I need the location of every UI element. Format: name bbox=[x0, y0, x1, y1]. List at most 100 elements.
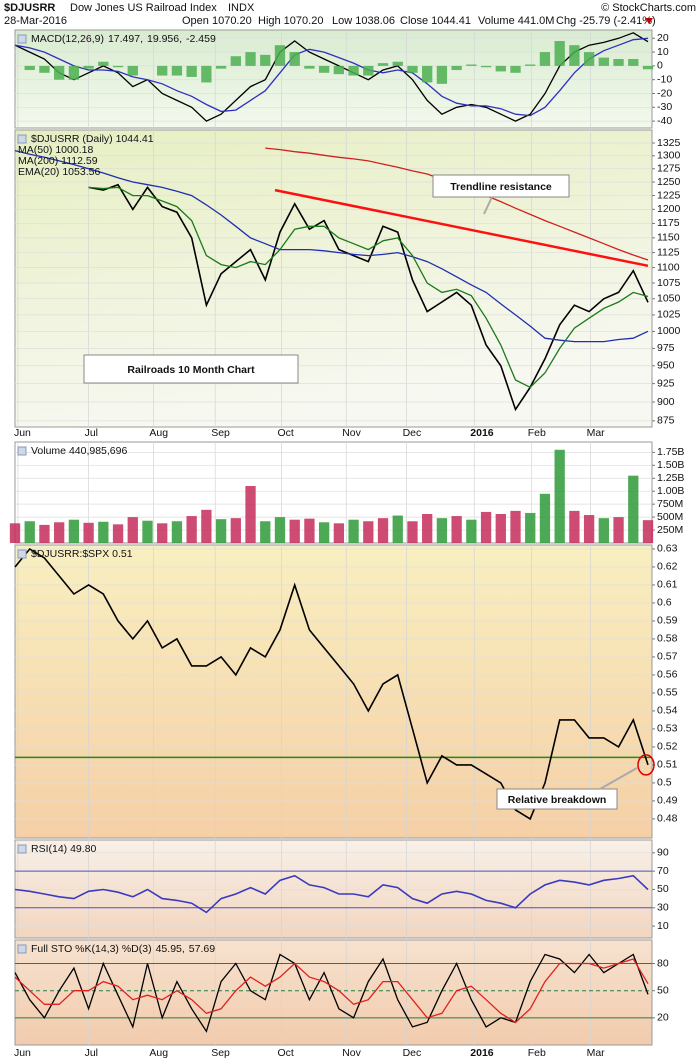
exchange: INDX bbox=[228, 2, 255, 14]
y-tick-label: 250M bbox=[657, 524, 683, 536]
bar bbox=[613, 58, 624, 66]
bar bbox=[230, 518, 241, 543]
bar bbox=[436, 65, 448, 84]
legend-icon bbox=[17, 549, 27, 559]
bar bbox=[363, 65, 374, 76]
x-tick-label: Jul bbox=[85, 1047, 98, 1059]
bar bbox=[201, 65, 212, 83]
bar bbox=[24, 521, 35, 543]
bar bbox=[318, 522, 330, 543]
x-tick-label: Oct bbox=[277, 1047, 293, 1059]
bar bbox=[186, 65, 197, 77]
panel-background bbox=[14, 939, 653, 1046]
line bbox=[88, 183, 649, 412]
y-tick-label: 10 bbox=[657, 920, 669, 932]
bar bbox=[289, 519, 300, 543]
bar bbox=[407, 65, 418, 73]
y-tick-label: 10 bbox=[657, 46, 669, 58]
bar bbox=[554, 41, 565, 66]
legend-icon bbox=[17, 944, 27, 954]
open: Open 1070.20 bbox=[182, 15, 252, 27]
bar bbox=[495, 65, 506, 72]
bar bbox=[127, 517, 138, 543]
y-tick-label: 1.00B bbox=[657, 485, 684, 497]
bar bbox=[127, 65, 138, 76]
x-tick-label: Dec bbox=[403, 427, 422, 439]
bar bbox=[598, 57, 609, 66]
legend-icon bbox=[17, 34, 27, 44]
bar bbox=[554, 449, 565, 543]
y-tick-label: 90 bbox=[657, 847, 669, 859]
x-tick-label: Nov bbox=[342, 427, 361, 439]
bar bbox=[628, 58, 639, 66]
x-tick-label: Sep bbox=[211, 1047, 230, 1059]
line bbox=[14, 149, 649, 343]
x-tick-label: Oct bbox=[277, 427, 293, 439]
legend-icon bbox=[17, 844, 27, 854]
bar bbox=[289, 52, 300, 66]
legend-entry: MA(200) 1112.59 bbox=[18, 155, 98, 167]
y-tick-label: 20 bbox=[657, 1012, 669, 1024]
y-tick-label: 875 bbox=[657, 415, 675, 427]
y-tick-label: 950 bbox=[657, 360, 675, 372]
bar bbox=[230, 56, 241, 66]
bar bbox=[583, 515, 595, 543]
bar bbox=[348, 519, 359, 543]
symbol: $DJUSRR bbox=[4, 2, 55, 14]
bar bbox=[304, 518, 315, 543]
bar bbox=[112, 524, 124, 543]
legend-entry: 17.497, bbox=[108, 33, 143, 45]
bar bbox=[68, 519, 80, 543]
bar bbox=[451, 516, 462, 543]
date: 28-Mar-2016 bbox=[4, 15, 67, 27]
annotation-box bbox=[432, 174, 570, 198]
y-tick-label: 0.61 bbox=[657, 579, 678, 591]
bar bbox=[613, 517, 624, 543]
x-tick-label: Mar bbox=[587, 427, 606, 439]
bar bbox=[466, 519, 477, 543]
bar bbox=[83, 65, 94, 69]
bar bbox=[525, 64, 536, 66]
y-tick-label: 0.48 bbox=[657, 813, 678, 825]
bar bbox=[318, 65, 330, 73]
y-tick-label: 0 bbox=[657, 60, 663, 72]
y-tick-label: 1225 bbox=[657, 189, 681, 201]
low: Low 1038.06 bbox=[332, 15, 395, 27]
y-tick-label: 50 bbox=[657, 883, 669, 895]
legend-entry: 19.956, bbox=[147, 33, 182, 45]
panel-title: $DJUSRR:$SPX 0.51 bbox=[31, 548, 133, 560]
legend-icon bbox=[17, 134, 27, 144]
y-tick-label: 1025 bbox=[657, 309, 681, 321]
bar bbox=[274, 517, 286, 543]
y-tick-label: 925 bbox=[657, 377, 675, 389]
y-tick-label: 0.56 bbox=[657, 669, 678, 681]
y-tick-label: 1100 bbox=[657, 261, 680, 273]
legend-entry: 45.95, bbox=[156, 943, 185, 955]
bar bbox=[525, 512, 536, 543]
y-tick-label: 0.52 bbox=[657, 741, 678, 753]
bar bbox=[510, 510, 521, 543]
bar bbox=[510, 65, 521, 73]
x-tick-label: Aug bbox=[149, 427, 168, 439]
line bbox=[14, 32, 649, 122]
highlight-circle bbox=[637, 754, 655, 776]
x-tick-label: Nov bbox=[342, 1047, 361, 1059]
bar bbox=[363, 521, 374, 543]
y-tick-label: 1200 bbox=[657, 203, 681, 215]
y-tick-label: 0.62 bbox=[657, 561, 678, 573]
bar bbox=[392, 61, 403, 66]
legend-entry: 57.69 bbox=[189, 943, 215, 955]
y-tick-label: 750M bbox=[657, 498, 683, 510]
bar bbox=[539, 493, 551, 543]
y-tick-label: 0.49 bbox=[657, 795, 678, 807]
y-tick-label: 0.63 bbox=[657, 543, 678, 555]
y-tick-label: 0.53 bbox=[657, 723, 678, 735]
annotation-box bbox=[83, 354, 299, 384]
bar bbox=[422, 513, 433, 543]
y-tick-label: 1275 bbox=[657, 163, 681, 175]
x-tick-label: Feb bbox=[528, 1047, 546, 1059]
y-tick-label: 1250 bbox=[657, 176, 681, 188]
y-tick-label: 900 bbox=[657, 396, 675, 408]
x-tick-label: Feb bbox=[528, 427, 546, 439]
